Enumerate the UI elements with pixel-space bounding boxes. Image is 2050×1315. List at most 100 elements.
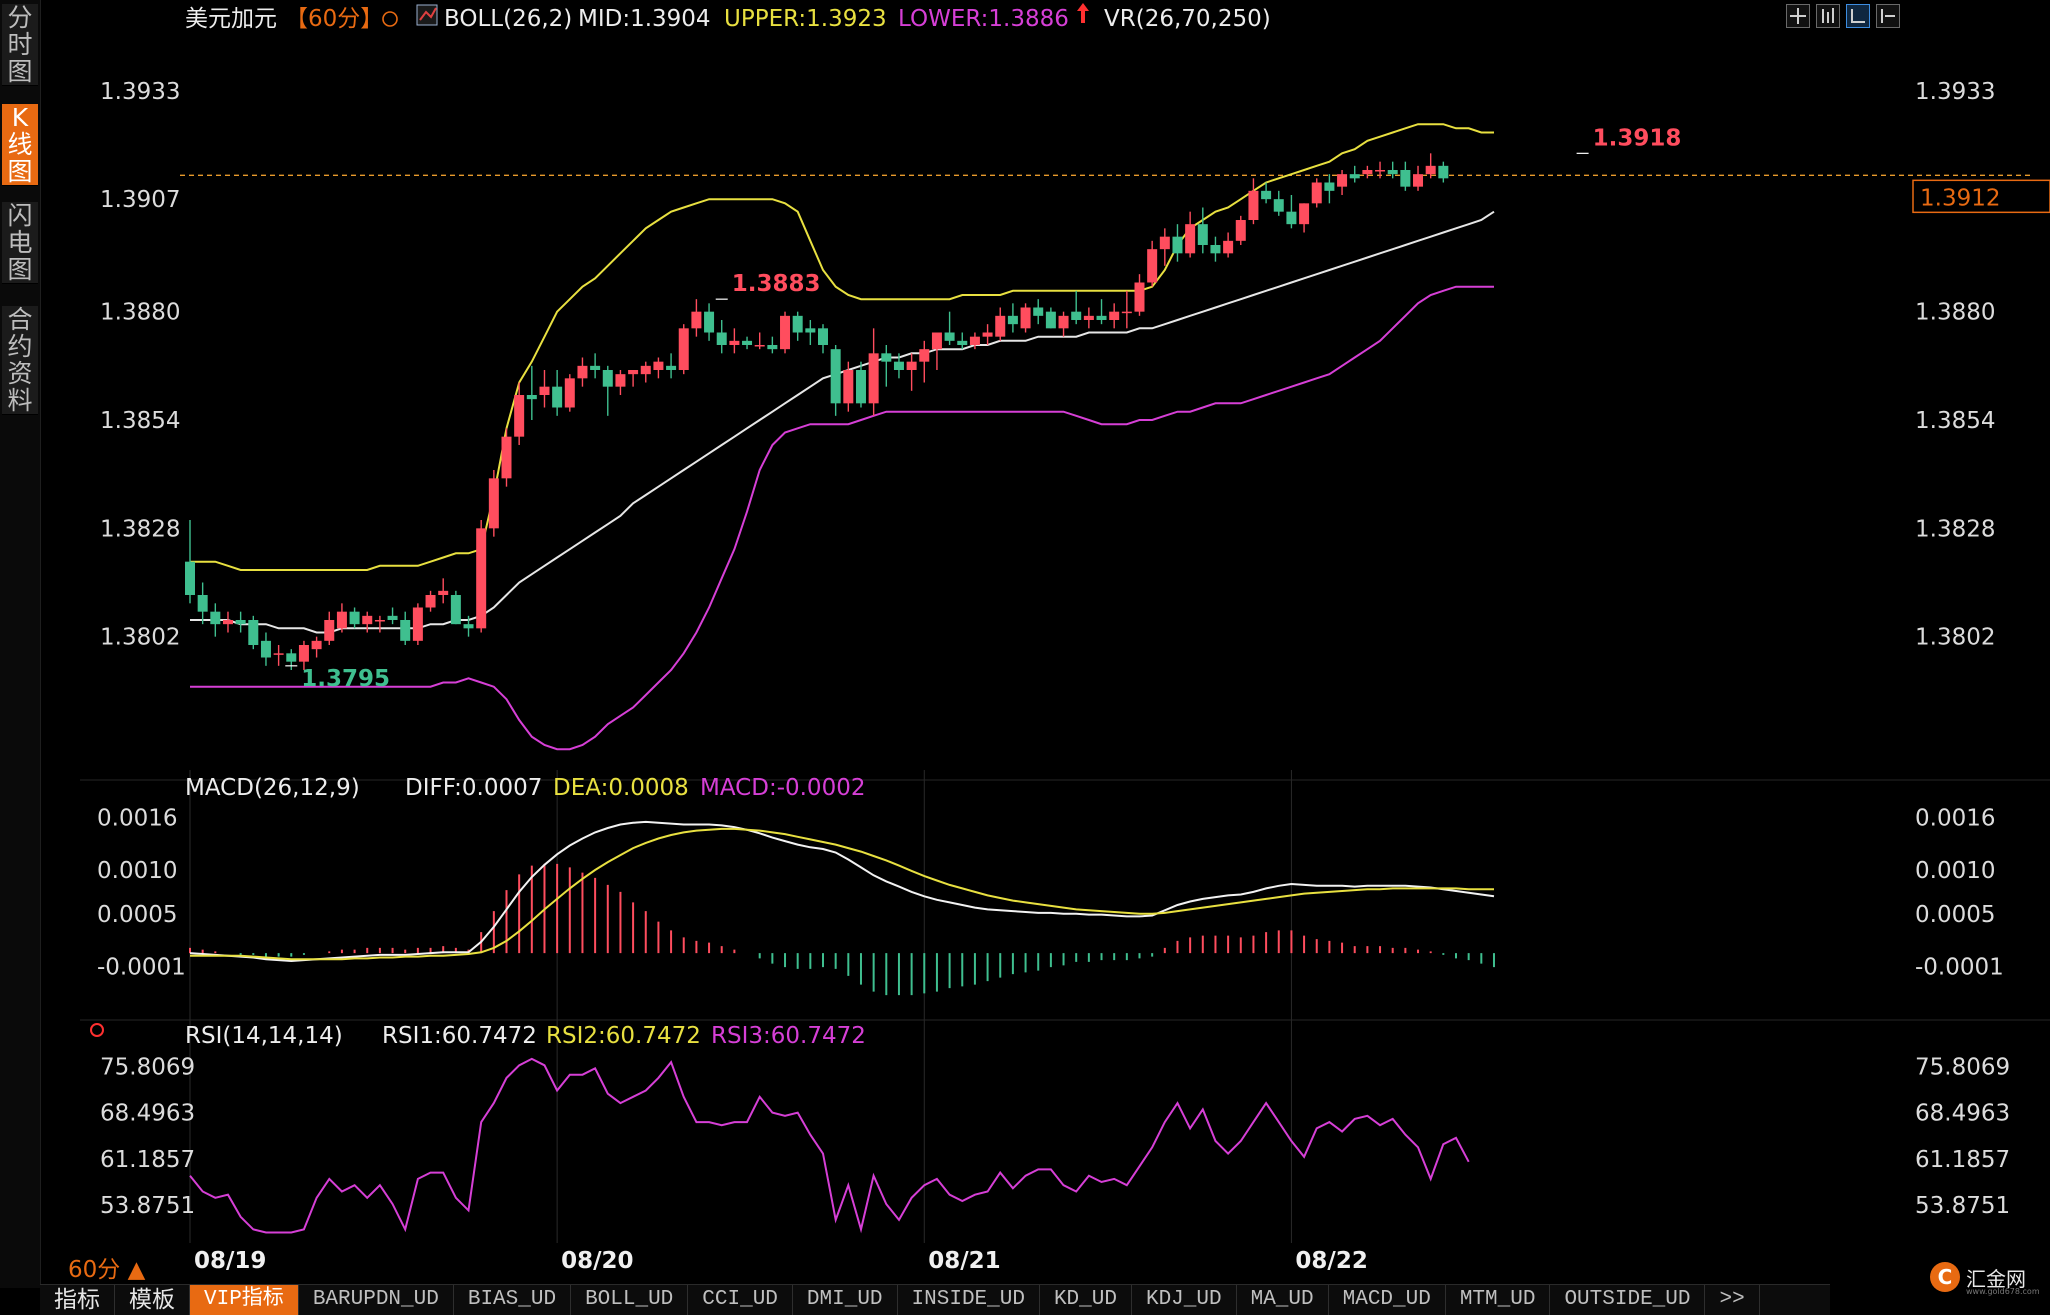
candle-body [324,620,335,641]
header-mid-text: MID:1.3904 [578,6,711,32]
candle-body [476,528,487,629]
x-tick-label: 08/21 [928,1248,1000,1274]
candle-body [602,370,613,387]
candle-body [780,315,791,350]
candle-body [1147,249,1158,283]
candle-body [729,340,740,345]
brand-logo: C 汇金网 www.gold678.com [1930,1255,2048,1299]
boll-mid-line [190,210,1495,634]
candle-body [742,340,753,345]
sidebar: 分 时 图 K 线 图闪 电 图合 约 资 料 [0,0,41,1288]
y-tick-left: 1.3933 [100,79,180,105]
candle-body [1033,307,1044,316]
indicator-tab-14[interactable]: OUTSIDE_UD [1550,1285,1706,1315]
rsi-settings-icon [90,1023,104,1037]
indicator-tab-2[interactable]: VIP指标 [190,1285,299,1315]
candle-body [1197,224,1208,245]
candle-body [1159,236,1170,250]
annotation-label: 1.3795 [301,666,390,692]
indicator-tab-12[interactable]: MACD_UD [1329,1285,1446,1315]
crosshair-icon[interactable] [1786,4,1810,28]
indicator-tab-1[interactable]: 模板 [115,1285,190,1315]
indicator-tab-0[interactable]: 指标 [40,1285,115,1315]
candle-body [666,365,677,370]
candle-body [286,653,297,662]
macd-y-tick-right: 0.0005 [1915,902,1995,928]
candle-body [1425,165,1436,175]
candle-body [1109,311,1120,320]
current-price-label: 1.3912 [1920,185,2000,211]
candle-body [374,620,385,622]
rsi-y-tick-left: 61.1857 [100,1147,195,1173]
indicator-tab-15[interactable]: >> [1705,1285,1760,1315]
header-symbol: 美元加元 [185,6,277,32]
candle-body [704,311,715,333]
candle-body [995,315,1006,337]
rsi-y-tick-left: 53.8751 [100,1193,195,1219]
indicator-tab-11[interactable]: MA_UD [1237,1285,1329,1315]
macd-y-tick-left: 0.0016 [97,806,177,832]
sidebar-tab-2[interactable]: 闪 电 图 [2,202,38,284]
candle-body [185,561,195,595]
indicator-tab-7[interactable]: DMI_UD [793,1285,898,1315]
macd-y-tick-left: 0.0010 [97,858,177,884]
indicator-tab-4[interactable]: BIAS_UD [454,1285,572,1315]
y-tick-right: 1.3933 [1915,79,1995,105]
candle-body [754,345,765,347]
chart-type-line-icon [419,7,437,21]
annotation-label: 1.3918 [1593,125,1682,151]
indicator-tab-13[interactable]: MTM_UD [1446,1285,1551,1315]
rsi-title: RSI(14,14,14) [185,1023,343,1049]
candle-body [387,615,398,620]
header-period: 【60分】 [285,6,383,32]
header-boll-label: BOLL(26,2) [444,6,572,32]
candle-body [564,378,575,408]
candle-body [349,611,360,625]
candle-body [298,645,309,662]
candle-body [1058,315,1069,329]
candle-body [1007,315,1018,325]
rsi1-legend: RSI1:60.7472 [382,1023,537,1049]
candle-body [235,620,246,625]
period-selector[interactable]: 60分 ▲ [68,1257,146,1283]
sidebar-tab-1[interactable]: K 线 图 [2,104,38,186]
macd-y-tick-right: 0.0016 [1915,806,1995,832]
indicator-tab-bar: 指标 模板 VIP指标 BARUPDN_UD BIAS_UD BOLL_UD CCI_UD D… [40,1284,1830,1315]
candle-body [438,590,449,595]
indicator-tab-6[interactable]: CCI_UD [688,1285,793,1315]
candle-bar-icon[interactable] [1816,4,1840,28]
candle-body [526,395,537,400]
candle-body [336,611,347,629]
candle-body [590,365,601,370]
logo-url: www.gold678.com [1966,1287,2040,1296]
rsi-y-tick-left: 68.4963 [100,1101,195,1127]
candle-body [1172,236,1183,254]
header-vr-label: VR(26,70,250) [1104,6,1271,32]
candle-body [1337,174,1348,187]
candle-body [855,370,866,404]
macd-y-tick-left: -0.0001 [97,954,186,980]
indicator-tab-3[interactable]: BARUPDN_UD [299,1285,454,1315]
sidebar-tab-3[interactable]: 合 约 资 料 [2,306,38,415]
y-tick-left: 1.3880 [100,300,180,326]
indicator-tab-9[interactable]: KD_UD [1040,1285,1132,1315]
candle-body [1083,315,1094,320]
candle-body [982,332,993,337]
candle-body [1121,311,1132,314]
candle-body [1045,311,1056,329]
candle-body [539,386,550,395]
line-chart-icon[interactable] [1846,4,1870,28]
indicator-tab-8[interactable]: INSIDE_UD [898,1285,1040,1315]
candle-body [260,640,271,658]
x-tick-label: 08/22 [1295,1248,1367,1274]
macd-macd-legend: MACD:-0.0002 [700,775,865,801]
indicator-tab-5[interactable]: BOLL_UD [571,1285,689,1315]
chart-canvas[interactable]: 美元加元 【60分】 BOLL(26,2) MID:1.3904 UPPER:1.392… [40,0,2050,1284]
candle-body [716,332,727,345]
candle-body [893,361,904,370]
indicator-tab-10[interactable]: KDJ_UD [1132,1285,1237,1315]
candle-body [1235,220,1246,241]
candle-body [818,328,828,345]
shift-right-icon[interactable] [1876,4,1900,28]
sidebar-tab-0[interactable]: 分 时 图 [2,4,38,86]
